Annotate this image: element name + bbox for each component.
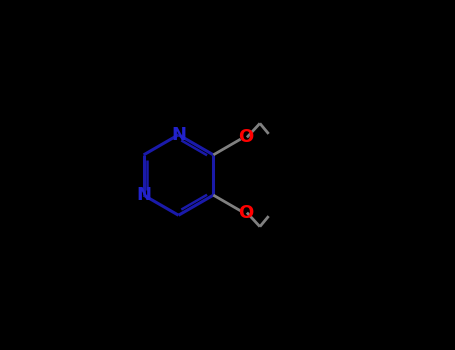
Text: O: O xyxy=(238,204,253,222)
Text: O: O xyxy=(238,128,253,146)
Text: N: N xyxy=(171,126,186,144)
Text: N: N xyxy=(136,186,151,204)
